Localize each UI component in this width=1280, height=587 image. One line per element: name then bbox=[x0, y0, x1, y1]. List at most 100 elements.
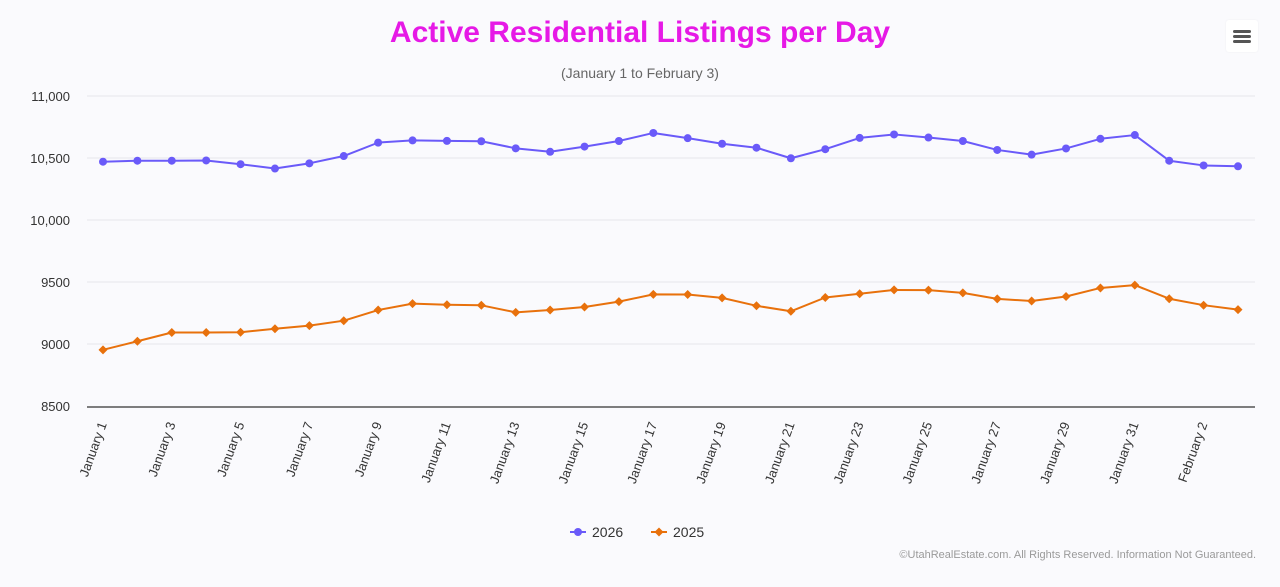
data-point-2025[interactable] bbox=[304, 321, 314, 331]
y-axis: 8500 9000 9500 10,000 10,500 11,000 bbox=[30, 89, 70, 414]
data-point-2025[interactable] bbox=[545, 305, 555, 315]
data-point-2025[interactable] bbox=[717, 293, 727, 303]
data-point-2026[interactable] bbox=[993, 145, 1002, 154]
data-point-2025[interactable] bbox=[1130, 280, 1140, 290]
x-tick-label: January 13 bbox=[486, 420, 522, 486]
data-point-2026[interactable] bbox=[924, 133, 933, 142]
data-point-2025[interactable] bbox=[786, 306, 796, 316]
data-point-2025[interactable] bbox=[751, 301, 761, 311]
data-point-2025[interactable] bbox=[614, 297, 624, 307]
data-point-2026[interactable] bbox=[1234, 162, 1242, 171]
data-point-2025[interactable] bbox=[132, 336, 142, 346]
data-point-2026[interactable] bbox=[511, 144, 520, 153]
data-point-2025[interactable] bbox=[683, 290, 693, 300]
credits-text: ©UtahRealEstate.com. All Rights Reserved… bbox=[899, 549, 1256, 561]
x-tick-label: January 17 bbox=[624, 420, 660, 486]
y-tick-label: 10,000 bbox=[30, 213, 70, 228]
data-point-2026[interactable] bbox=[1130, 131, 1139, 140]
data-point-2025[interactable] bbox=[1199, 300, 1209, 310]
data-point-2026[interactable] bbox=[614, 137, 623, 146]
data-point-2025[interactable] bbox=[820, 293, 830, 302]
x-tick-label: January 23 bbox=[830, 420, 866, 486]
data-point-2025[interactable] bbox=[201, 327, 211, 337]
x-tick-label: January 5 bbox=[214, 420, 248, 479]
data-point-2025[interactable] bbox=[408, 299, 418, 309]
data-point-2025[interactable] bbox=[923, 285, 933, 295]
data-point-2026[interactable] bbox=[683, 134, 692, 143]
data-point-2026[interactable] bbox=[1062, 144, 1071, 153]
legend-label: 2026 bbox=[592, 524, 623, 540]
data-point-2025[interactable] bbox=[236, 327, 246, 337]
data-point-2026[interactable] bbox=[1199, 161, 1208, 170]
data-point-2026[interactable] bbox=[821, 145, 830, 154]
x-tick-label: January 11 bbox=[418, 420, 454, 485]
data-point-2026[interactable] bbox=[305, 159, 314, 168]
x-tick-label: January 7 bbox=[283, 420, 317, 479]
data-point-2026[interactable] bbox=[786, 154, 795, 163]
data-point-2026[interactable] bbox=[133, 156, 142, 165]
x-tick-label: January 25 bbox=[899, 420, 935, 486]
data-point-2026[interactable] bbox=[649, 128, 658, 137]
data-point-2026[interactable] bbox=[477, 137, 486, 146]
x-tick-label: January 9 bbox=[351, 420, 385, 479]
data-point-2025[interactable] bbox=[1095, 283, 1105, 293]
data-point-2025[interactable] bbox=[511, 307, 521, 317]
x-tick-label: January 1 bbox=[76, 420, 110, 479]
data-point-2026[interactable] bbox=[890, 130, 899, 139]
data-point-2026[interactable] bbox=[580, 142, 589, 151]
data-point-2025[interactable] bbox=[889, 285, 899, 295]
x-tick-label: January 27 bbox=[968, 420, 1004, 486]
x-axis: January 1 January 3 January 5 January 7 Janu… bbox=[76, 406, 1255, 486]
data-point-2025[interactable] bbox=[1061, 292, 1071, 302]
data-point-2025[interactable] bbox=[648, 289, 658, 299]
data-point-2026[interactable] bbox=[855, 133, 864, 142]
data-point-2026[interactable] bbox=[236, 160, 245, 169]
data-point-2026[interactable] bbox=[99, 157, 107, 166]
data-point-2026[interactable] bbox=[442, 136, 451, 145]
legend-label: 2025 bbox=[673, 524, 704, 540]
data-point-2026[interactable] bbox=[958, 137, 967, 146]
data-point-2026[interactable] bbox=[752, 143, 761, 152]
data-point-2026[interactable] bbox=[339, 152, 348, 161]
data-point-2025[interactable] bbox=[167, 327, 177, 337]
data-point-2025[interactable] bbox=[1027, 296, 1037, 306]
legend-item-2026[interactable]: 2026 bbox=[570, 524, 623, 540]
data-point-2025[interactable] bbox=[1164, 294, 1174, 304]
data-point-2025[interactable] bbox=[958, 288, 968, 298]
data-point-2026[interactable] bbox=[408, 136, 417, 145]
data-point-2026[interactable] bbox=[270, 164, 279, 173]
data-point-2025[interactable] bbox=[270, 324, 280, 334]
data-point-2025[interactable] bbox=[855, 289, 865, 299]
data-point-2026[interactable] bbox=[167, 156, 176, 165]
data-point-2025[interactable] bbox=[98, 345, 108, 355]
data-point-2026[interactable] bbox=[1165, 156, 1174, 165]
data-point-2026[interactable] bbox=[1027, 150, 1036, 159]
y-tick-label: 11,000 bbox=[31, 89, 70, 104]
data-point-2026[interactable] bbox=[718, 139, 727, 148]
data-point-2026[interactable] bbox=[1096, 134, 1105, 143]
data-point-2026[interactable] bbox=[374, 138, 383, 147]
legend-item-2025[interactable]: 2025 bbox=[651, 524, 704, 540]
y-tick-label: 9000 bbox=[41, 337, 70, 352]
y-tick-label: 8500 bbox=[41, 399, 70, 414]
data-point-2025[interactable] bbox=[1233, 305, 1243, 315]
chart-menu-button[interactable] bbox=[1226, 20, 1258, 52]
data-point-2025[interactable] bbox=[580, 302, 590, 312]
data-point-2026[interactable] bbox=[202, 156, 211, 165]
legend: 2026 2025 bbox=[570, 524, 704, 540]
data-point-2025[interactable] bbox=[339, 316, 349, 326]
x-tick-label: January 3 bbox=[145, 420, 179, 479]
data-point-2025[interactable] bbox=[373, 305, 383, 315]
x-tick-label: February 2 bbox=[1175, 420, 1211, 484]
data-point-2025[interactable] bbox=[442, 300, 452, 310]
data-point-2025[interactable] bbox=[992, 294, 1002, 304]
gridlines bbox=[87, 95, 1255, 345]
x-tick-label: January 15 bbox=[555, 420, 591, 486]
data-point-2025[interactable] bbox=[476, 300, 486, 310]
data-point-2026[interactable] bbox=[546, 147, 555, 156]
hamburger-menu-icon bbox=[1233, 30, 1251, 43]
x-tick-label: January 19 bbox=[693, 420, 729, 486]
legend-marker bbox=[654, 527, 664, 537]
